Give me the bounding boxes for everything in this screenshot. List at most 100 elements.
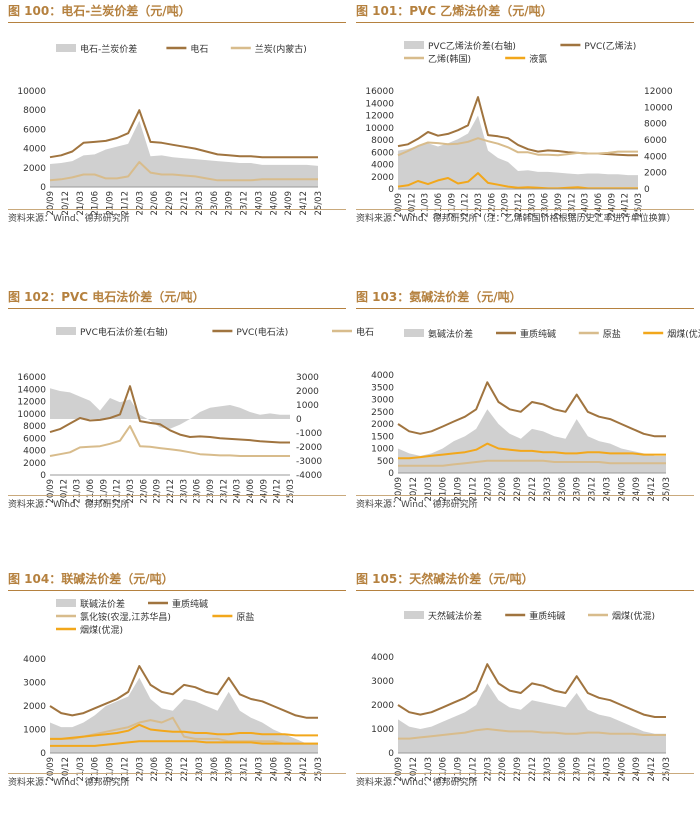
legend-label: PVC(电石法) bbox=[236, 326, 288, 338]
y-tick-label: 4000 bbox=[371, 161, 394, 171]
y2-tick-label: 8000 bbox=[644, 120, 667, 130]
legend-label: PVC(乙烯法) bbox=[584, 40, 636, 52]
x-tick-label: 22/06 bbox=[139, 479, 149, 504]
y-tick-label: 2000 bbox=[23, 459, 46, 469]
y2-tick-label: -2000 bbox=[296, 443, 322, 453]
title-divider bbox=[8, 590, 346, 591]
x-tick-label: 25/03 bbox=[314, 191, 324, 216]
y-tick-label: 1000 bbox=[371, 725, 394, 735]
x-tick-label: 23/06 bbox=[558, 757, 568, 782]
y-tick-label: 0 bbox=[40, 183, 46, 193]
y-tick-label: 6000 bbox=[23, 125, 46, 135]
y2-tick-label: 2000 bbox=[296, 387, 319, 397]
x-tick-label: 24/09 bbox=[632, 477, 642, 502]
y-tick-label: 2500 bbox=[371, 408, 394, 418]
area-series bbox=[50, 388, 290, 429]
x-tick-label: 25/03 bbox=[662, 477, 672, 502]
x-tick-label: 23/03 bbox=[527, 193, 537, 218]
y-tick-label: 3500 bbox=[371, 383, 394, 393]
x-tick-label: 23/03 bbox=[179, 479, 189, 504]
x-tick-label: 20/09 bbox=[394, 757, 404, 782]
x-tick-label: 22/03 bbox=[483, 477, 493, 502]
x-tick-label: 21/12 bbox=[468, 477, 478, 502]
x-tick-label: 21/09 bbox=[454, 477, 464, 502]
line-series bbox=[397, 137, 638, 157]
legend-label: 乙烯(韩国) bbox=[428, 53, 471, 65]
legend-item: 兰炭(内蒙古) bbox=[230, 43, 307, 55]
legend-label: 天然碱法价差 bbox=[428, 610, 482, 622]
x-tick-label: 24/12 bbox=[621, 193, 631, 218]
x-tick-label: 21/09 bbox=[106, 757, 116, 782]
y2-tick-label: 2000 bbox=[644, 169, 667, 179]
x-tick-label: 22/06 bbox=[150, 757, 160, 782]
y-tick-label: 1500 bbox=[371, 432, 394, 442]
legend-label: PVC电石法价差(右轴) bbox=[80, 326, 168, 338]
source-divider bbox=[356, 495, 694, 496]
x-tick-label: 22/12 bbox=[180, 191, 190, 216]
series-group bbox=[49, 665, 318, 753]
x-tick-label: 25/03 bbox=[634, 193, 644, 218]
series-group bbox=[397, 96, 638, 190]
source-divider bbox=[356, 773, 694, 774]
x-tick-label: 23/03 bbox=[543, 757, 553, 782]
y-tick-label: 1000 bbox=[371, 445, 394, 455]
chart-title: 图 101：PVC 乙烯法价差（元/吨） bbox=[356, 4, 553, 18]
line-series bbox=[397, 663, 666, 718]
chart-title: 图 104：联碱法价差（元/吨） bbox=[8, 572, 174, 586]
x-tick-label: 20/12 bbox=[409, 477, 419, 502]
line-series bbox=[398, 442, 666, 460]
legend-item: 液氯 bbox=[505, 53, 547, 65]
y-tick-label: 16000 bbox=[17, 373, 46, 383]
y2-tick-label: -3000 bbox=[296, 457, 322, 467]
y2-tick-label: 6000 bbox=[644, 136, 667, 146]
legend-label: 原盐 bbox=[603, 328, 621, 340]
source-divider bbox=[356, 209, 694, 210]
x-tick-label: 24/09 bbox=[259, 479, 269, 504]
legend-swatch bbox=[404, 41, 424, 49]
y-tick-label: 0 bbox=[388, 749, 394, 759]
y-tick-label: 0 bbox=[388, 469, 394, 479]
x-tick-label: 20/12 bbox=[407, 193, 417, 218]
legend-item: 电石 bbox=[166, 43, 208, 55]
x-tick-label: 24/03 bbox=[602, 757, 612, 782]
x-tick-label: 24/03 bbox=[233, 479, 243, 504]
legend-item: PVC乙烯法价差(右轴) bbox=[404, 40, 516, 52]
series-group bbox=[49, 109, 318, 187]
y-tick-label: 3000 bbox=[371, 677, 394, 687]
x-tick-label: 24/09 bbox=[632, 757, 642, 782]
legend-label: 原盐 bbox=[236, 611, 254, 623]
x-tick-label: 21/03 bbox=[76, 757, 86, 782]
y-tick-label: 0 bbox=[40, 471, 46, 481]
x-tick-label: 20/09 bbox=[46, 757, 56, 782]
x-tick-label: 22/12 bbox=[528, 477, 538, 502]
x-axis: 20/09 20/12 21/03 21/06 21/09 21/12 22/03 22/06… bbox=[46, 479, 296, 504]
x-tick-label: 24/06 bbox=[617, 477, 627, 502]
chart-title: 图 103：氨碱法价差（元/吨） bbox=[356, 290, 522, 304]
legend-label: 烟煤(优混) bbox=[80, 624, 123, 636]
y2-tick-label: 0 bbox=[296, 415, 302, 425]
legend-item: 重质纯碱 bbox=[496, 328, 556, 340]
chart-source: 资料来源：Wind、德邦研究所 bbox=[356, 500, 478, 510]
y-axis-left: 0 1000 2000 3000 4000 bbox=[371, 653, 394, 759]
x-tick-label: 21/12 bbox=[468, 757, 478, 782]
y2-tick-label: 4000 bbox=[644, 152, 667, 162]
chart-svg-103: 氨碱法价差 重质纯碱 原盐 烟煤(优混) 0 500 1000 1500 2000 2500 300… bbox=[371, 328, 700, 502]
x-tick-label: 24/03 bbox=[254, 757, 264, 782]
x-tick-label: 24/03 bbox=[581, 193, 591, 218]
line-series bbox=[49, 385, 290, 444]
legend-item: 原盐 bbox=[212, 611, 254, 623]
y2-tick-label: 10000 bbox=[644, 103, 673, 113]
legend-item: 重质纯碱 bbox=[505, 610, 565, 622]
x-tick-label: 20/12 bbox=[61, 757, 71, 782]
x-tick-label: 21/06 bbox=[91, 757, 101, 782]
x-tick-label: 23/03 bbox=[195, 191, 205, 216]
y-tick-label: 6000 bbox=[23, 434, 46, 444]
chart-title: 图 105：天然碱法价差（元/吨） bbox=[356, 572, 534, 586]
legend: 天然碱法价差 重质纯碱 烟煤(优混) bbox=[404, 610, 655, 622]
x-tick-label: 21/06 bbox=[434, 193, 444, 218]
y2-tick-label: -1000 bbox=[296, 429, 322, 439]
x-tick-label: 21/03 bbox=[76, 191, 86, 216]
line-series bbox=[50, 740, 318, 747]
line-series bbox=[397, 381, 666, 438]
y2-tick-label: 1000 bbox=[296, 401, 319, 411]
